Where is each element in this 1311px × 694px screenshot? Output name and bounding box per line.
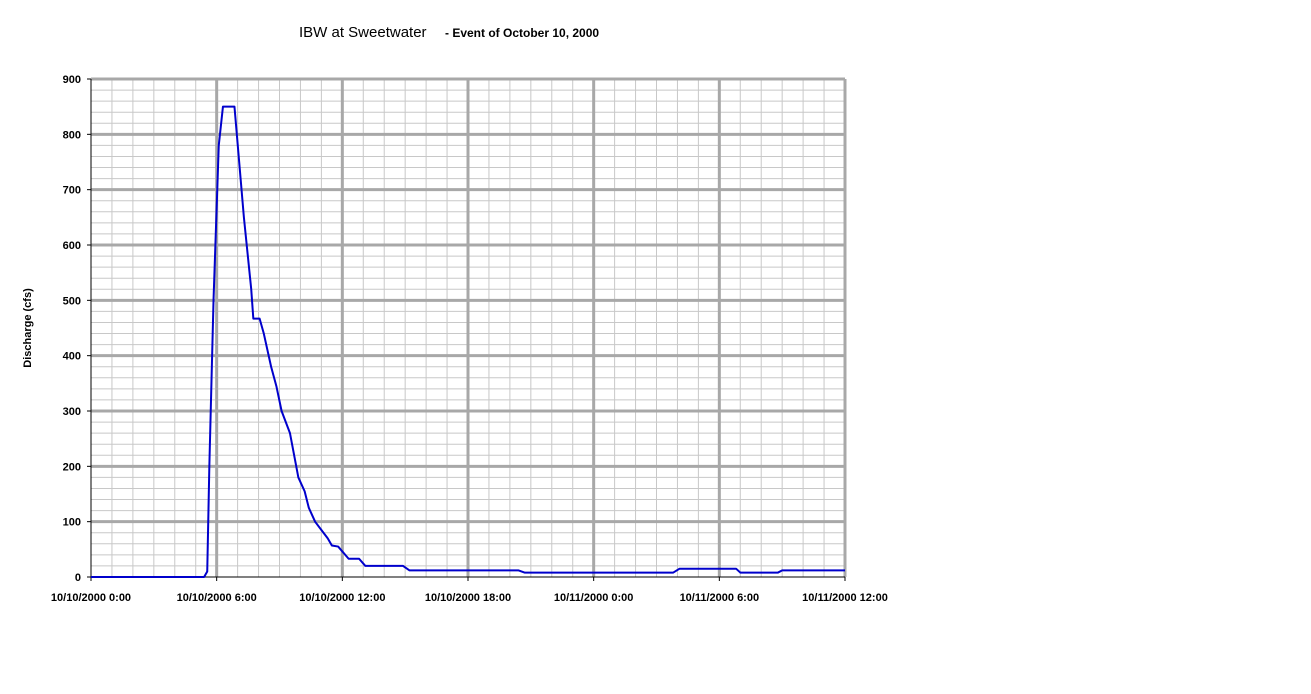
y-tick-label: 100	[63, 517, 81, 529]
x-tick-label: 10/10/2000 12:00	[299, 592, 385, 604]
grid-major	[91, 77, 847, 577]
x-tick-label: 10/10/2000 0:00	[51, 592, 131, 604]
x-tick-labels: 10/10/2000 0:00 10/10/2000 6:00 10/10/2000…	[51, 592, 888, 604]
y-tick-label: 200	[63, 461, 81, 473]
y-tick-labels: 0 100 200 300 400 500 600 700 800 900	[63, 74, 81, 584]
y-tick-label: 900	[63, 74, 81, 86]
x-tick-label: 10/10/2000 6:00	[177, 592, 257, 604]
y-tick-label: 400	[63, 351, 81, 363]
y-tick-label: 500	[63, 295, 81, 307]
y-tick-label: 0	[75, 572, 81, 584]
y-axis-label: Discharge (cfs)	[22, 288, 34, 368]
discharge-series-line	[91, 105, 845, 578]
x-tick-label: 10/11/2000 12:00	[802, 592, 888, 604]
y-tick-label: 300	[63, 406, 81, 418]
y-tick-label: 800	[63, 129, 81, 141]
x-tick-label: 10/10/2000 18:00	[425, 592, 511, 604]
axes	[87, 78, 846, 581]
y-tick-label: 700	[63, 185, 81, 197]
x-tick-label: 10/11/2000 0:00	[554, 592, 634, 604]
series-group	[91, 105, 845, 578]
chart-title: IBW at Sweetwater	[299, 24, 427, 41]
x-tick-label: 10/11/2000 6:00	[680, 592, 760, 604]
chart-subtitle: - Event of October 10, 2000	[445, 26, 599, 40]
y-tick-label: 600	[63, 240, 81, 252]
